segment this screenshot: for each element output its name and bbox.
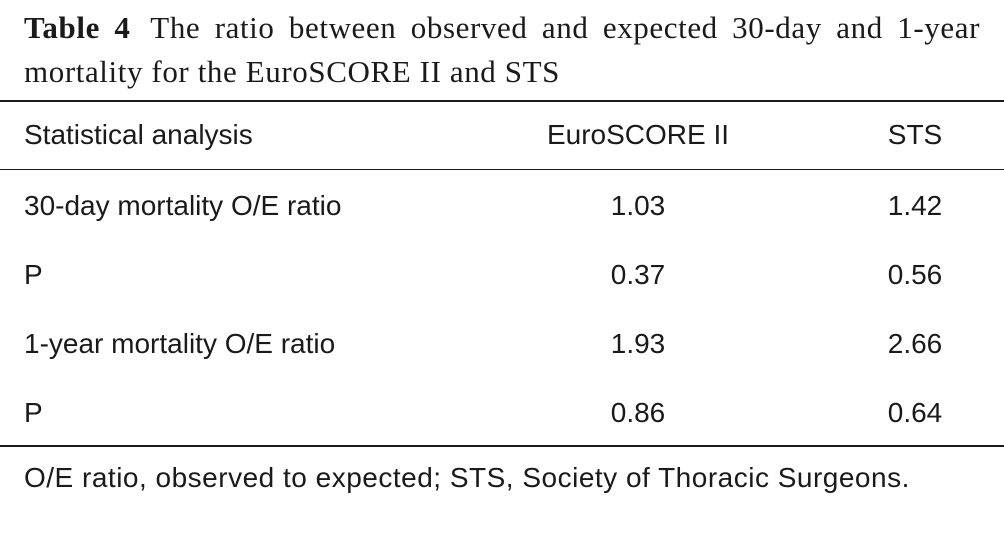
table-cell: 30-day mortality O/E ratio [24, 190, 342, 221]
table-cell: 0.64 [887, 397, 943, 428]
table-cell: 1.42 [887, 190, 943, 221]
header-cell: EuroSCORE II [546, 119, 730, 150]
table-cell: 1.93 [610, 328, 666, 359]
caption-label: Table 4 [24, 10, 131, 45]
footnote: O/E ratio, observed to expected; STS, So… [24, 462, 910, 493]
table-row: 1-year mortality O/E ratio 1.93 2.66 [0, 309, 1004, 378]
header-row: Statistical analysis EuroSCORE II STS [0, 100, 1004, 169]
table-cell: 0.56 [887, 259, 943, 290]
table-cell: P [24, 259, 43, 290]
table-cell: 1-year mortality O/E ratio [24, 328, 336, 359]
table-cell: 2.66 [887, 328, 943, 359]
table-cell: 1.03 [610, 190, 666, 221]
table-cell: 0.37 [610, 259, 666, 290]
header-cell: STS [887, 119, 943, 150]
table-caption: Table 4 The ratio between observed and e… [24, 6, 980, 94]
caption-text: The ratio between observed and expected … [24, 10, 980, 89]
header-rule [0, 169, 1004, 170]
table-cell: 0.86 [610, 397, 666, 428]
bottom-rule [0, 445, 1004, 447]
header-cell: Statistical analysis [24, 119, 253, 150]
table-row: 30-day mortality O/E ratio 1.03 1.42 [0, 171, 1004, 240]
table-row: P 0.86 0.64 [0, 378, 1004, 447]
top-rule [0, 100, 1004, 102]
table-row: P 0.37 0.56 [0, 240, 1004, 309]
table-cell: P [24, 397, 43, 428]
